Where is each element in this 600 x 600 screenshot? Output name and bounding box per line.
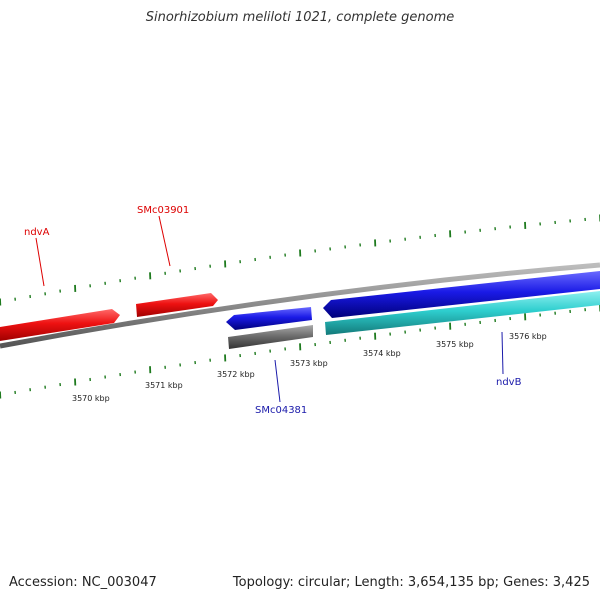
scale-label: 3574 kbp	[363, 349, 401, 358]
gene-SMc04381-pseudo-bar[interactable]	[228, 325, 313, 349]
map-title: Sinorhizobium meliloti 1021, complete ge…	[145, 10, 455, 25]
outer-tick-ring	[0, 214, 600, 306]
scale-label: 3571 kbp	[145, 381, 183, 390]
gene-label-ndvB[interactable]: ndvB	[496, 377, 522, 388]
gene-label-SMc03901[interactable]: SMc03901	[137, 205, 189, 216]
scale-label: 3576 kbp	[509, 332, 547, 341]
rna-feature-bar[interactable]	[325, 291, 600, 335]
gene-label-SMc04381[interactable]: SMc04381	[255, 405, 307, 416]
inner-tick-ring	[0, 304, 600, 399]
gene-ndvA-arrow[interactable]	[0, 309, 120, 341]
scale-label: 3573 kbp	[290, 359, 328, 368]
accession-text: Accession: NC_003047	[9, 575, 157, 590]
scale-label: 3570 kbp	[72, 394, 110, 403]
genome-summary-text: Topology: circular; Length: 3,654,135 bp…	[232, 575, 590, 590]
ndvA-leader-line	[35, 237, 45, 287]
genome-backbone	[0, 262, 600, 349]
gene-label-ndvA[interactable]: ndvA	[24, 227, 50, 238]
SMc03901-leader-line	[158, 215, 171, 267]
gene-ndvB-arrow[interactable]	[323, 271, 600, 318]
gene-SMc04381-blue-arrow[interactable]	[226, 307, 312, 330]
scale-label: 3572 kbp	[217, 370, 255, 379]
SMc04381-leader-line	[274, 359, 281, 403]
ndvB-leader-line	[501, 331, 504, 375]
scale-label: 3575 kbp	[436, 340, 474, 349]
gene-SMc03901-arrow[interactable]	[136, 293, 218, 317]
